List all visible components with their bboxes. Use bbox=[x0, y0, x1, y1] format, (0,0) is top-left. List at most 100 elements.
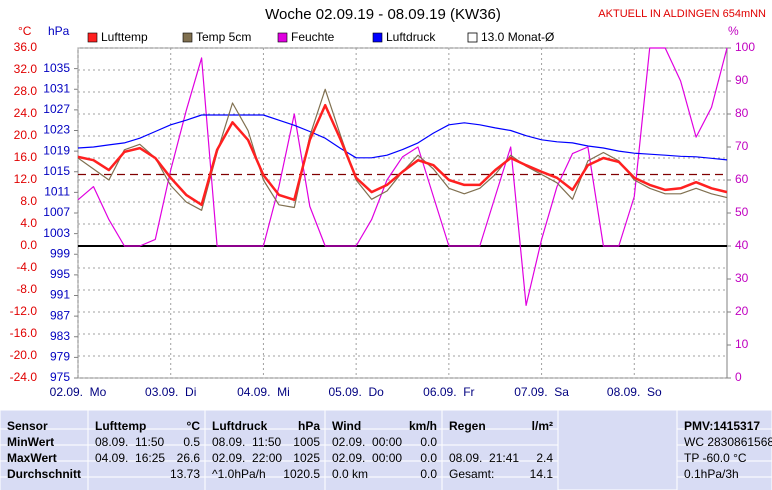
y2-tick-label: 983 bbox=[50, 329, 70, 343]
cell-time: 08.09. 11:50 bbox=[95, 435, 164, 449]
cell-time: ^1.0hPa/h bbox=[212, 467, 266, 481]
cell-value: 0.0 bbox=[420, 435, 437, 449]
y3-tick-label: 30 bbox=[735, 271, 749, 285]
table-cell bbox=[441, 476, 559, 490]
y2-tick-label: 1023 bbox=[43, 123, 70, 137]
legend-label: Lufttemp bbox=[101, 30, 148, 44]
legend-label: Temp 5cm bbox=[196, 30, 251, 44]
chart-title: Woche 02.09.19 - 08.09.19 (KW36) bbox=[265, 6, 501, 23]
y-tick-label: 32.0 bbox=[14, 62, 38, 76]
column-title: PMV:1415317 bbox=[684, 419, 760, 433]
y-tick-label: 0.0 bbox=[20, 238, 37, 252]
cell-time: 0.0 km bbox=[332, 467, 368, 481]
table-cell bbox=[676, 476, 772, 490]
y3-tick-label: 0 bbox=[735, 370, 742, 384]
y-tick-label: 24.0 bbox=[14, 106, 38, 120]
cell-time: 08.09. 21:41 bbox=[449, 451, 519, 465]
cell-value: 1025 bbox=[293, 451, 320, 465]
x-tick-label: 05.09. Do bbox=[328, 385, 384, 399]
y-tick-label: 28.0 bbox=[14, 84, 38, 98]
x-tick-label: 07.09. Sa bbox=[514, 385, 569, 399]
station-note: AKTUELL IN ALDINGEN 654mNN bbox=[598, 8, 766, 20]
y-tick-label: 8.0 bbox=[20, 194, 37, 208]
column-title: Sensor bbox=[7, 419, 48, 433]
y2-tick-label: 991 bbox=[50, 288, 70, 302]
cell-time: 02.09. 00:00 bbox=[332, 435, 402, 449]
plot-area bbox=[77, 47, 728, 379]
row-text: MaxWert bbox=[7, 451, 57, 465]
legend-label: Luftdruck bbox=[386, 30, 436, 44]
y2-tick-label: 1031 bbox=[43, 81, 70, 95]
row-text: WC 2830861568 bbox=[684, 435, 772, 449]
y-tick-label: 36.0 bbox=[14, 40, 38, 54]
column-unit: l/m² bbox=[532, 419, 553, 433]
y2-tick-label: 1019 bbox=[43, 143, 70, 157]
y-tick-label: -4.0 bbox=[16, 260, 37, 274]
x-tick-label: 03.09. Di bbox=[145, 385, 196, 399]
y-tick-label: 12.0 bbox=[14, 172, 38, 186]
y2-tick-label: 1027 bbox=[43, 102, 70, 116]
y3-tick-label: 40 bbox=[735, 238, 749, 252]
row-text: 0.1hPa/3h bbox=[684, 467, 739, 481]
y3-tick-label: 70 bbox=[735, 139, 749, 153]
y2-tick-label: 979 bbox=[50, 350, 70, 364]
x-tick-label: 06.09. Fr bbox=[423, 385, 474, 399]
y2-tick-label: 1007 bbox=[43, 205, 70, 219]
column-unit: km/h bbox=[409, 419, 437, 433]
cell-value: 14.1 bbox=[530, 467, 554, 481]
cell-value: 0.0 bbox=[420, 451, 437, 465]
cell-time: Gesamt: bbox=[449, 467, 494, 481]
cell-value: 1005 bbox=[293, 435, 320, 449]
y-tick-label: -8.0 bbox=[16, 282, 37, 296]
y3-tick-label: 50 bbox=[735, 205, 749, 219]
y-tick-label: -24.0 bbox=[10, 370, 38, 384]
series-line bbox=[77, 114, 728, 161]
y-tick-label: 16.0 bbox=[14, 150, 38, 164]
pmv-column: PMV:1415317 WC 2830861568 TP -60.0 °C 0.1hP… bbox=[684, 419, 772, 481]
column-title: Luftdruck bbox=[212, 419, 268, 433]
y2-tick-label: 999 bbox=[50, 246, 70, 260]
y-axis-unit: °C bbox=[18, 24, 32, 38]
cell-value: 13.73 bbox=[170, 467, 200, 481]
y2-tick-label: 1035 bbox=[43, 61, 70, 75]
y2-tick-label: 975 bbox=[50, 370, 70, 384]
y3-tick-label: 80 bbox=[735, 106, 749, 120]
x-tick-label: 02.09. Mo bbox=[50, 385, 107, 399]
cell-value: 0.0 bbox=[420, 467, 437, 481]
y2-tick-label: 987 bbox=[50, 308, 70, 322]
series-line bbox=[77, 103, 728, 207]
x-tick-label: 04.09. Mi bbox=[237, 385, 290, 399]
table-cell bbox=[557, 409, 678, 490]
y3-tick-label: 60 bbox=[735, 172, 749, 186]
legend-swatch bbox=[277, 32, 288, 43]
legend-swatch bbox=[372, 32, 383, 43]
y2-tick-label: 1003 bbox=[43, 226, 70, 240]
y3-tick-label: 100 bbox=[735, 40, 755, 54]
series-line bbox=[77, 47, 728, 306]
column-unit: hPa bbox=[298, 419, 320, 433]
y-tick-label: -20.0 bbox=[10, 348, 38, 362]
y-tick-label: -12.0 bbox=[10, 304, 38, 318]
legend-label: 13.0 Monat-Ø bbox=[481, 30, 554, 44]
cell-time: 02.09. 22:00 bbox=[212, 451, 282, 465]
legend-reference-value: 13.0 bbox=[481, 30, 505, 44]
y2-tick-label: 1011 bbox=[44, 185, 70, 199]
cell-value: 26.6 bbox=[177, 451, 201, 465]
cell-value: 2.4 bbox=[536, 451, 553, 465]
y-tick-label: 20.0 bbox=[14, 128, 38, 142]
cell-time: 02.09. 00:00 bbox=[332, 451, 402, 465]
y3-tick-label: 90 bbox=[735, 73, 749, 87]
y2-tick-label: 995 bbox=[50, 267, 70, 281]
y2-axis-unit: hPa bbox=[48, 24, 70, 38]
y3-tick-label: 10 bbox=[735, 337, 749, 351]
row-text: MinWert bbox=[7, 435, 54, 449]
column-unit: °C bbox=[187, 419, 201, 433]
legend-swatch bbox=[467, 32, 478, 43]
column-title: Wind bbox=[332, 419, 361, 433]
row-text: Durchschnitt bbox=[7, 467, 81, 481]
y3-tick-label: 20 bbox=[735, 304, 749, 318]
cell-time: 04.09. 16:25 bbox=[95, 451, 165, 465]
column-title: Regen bbox=[449, 419, 486, 433]
cell-value: 0.5 bbox=[183, 435, 200, 449]
